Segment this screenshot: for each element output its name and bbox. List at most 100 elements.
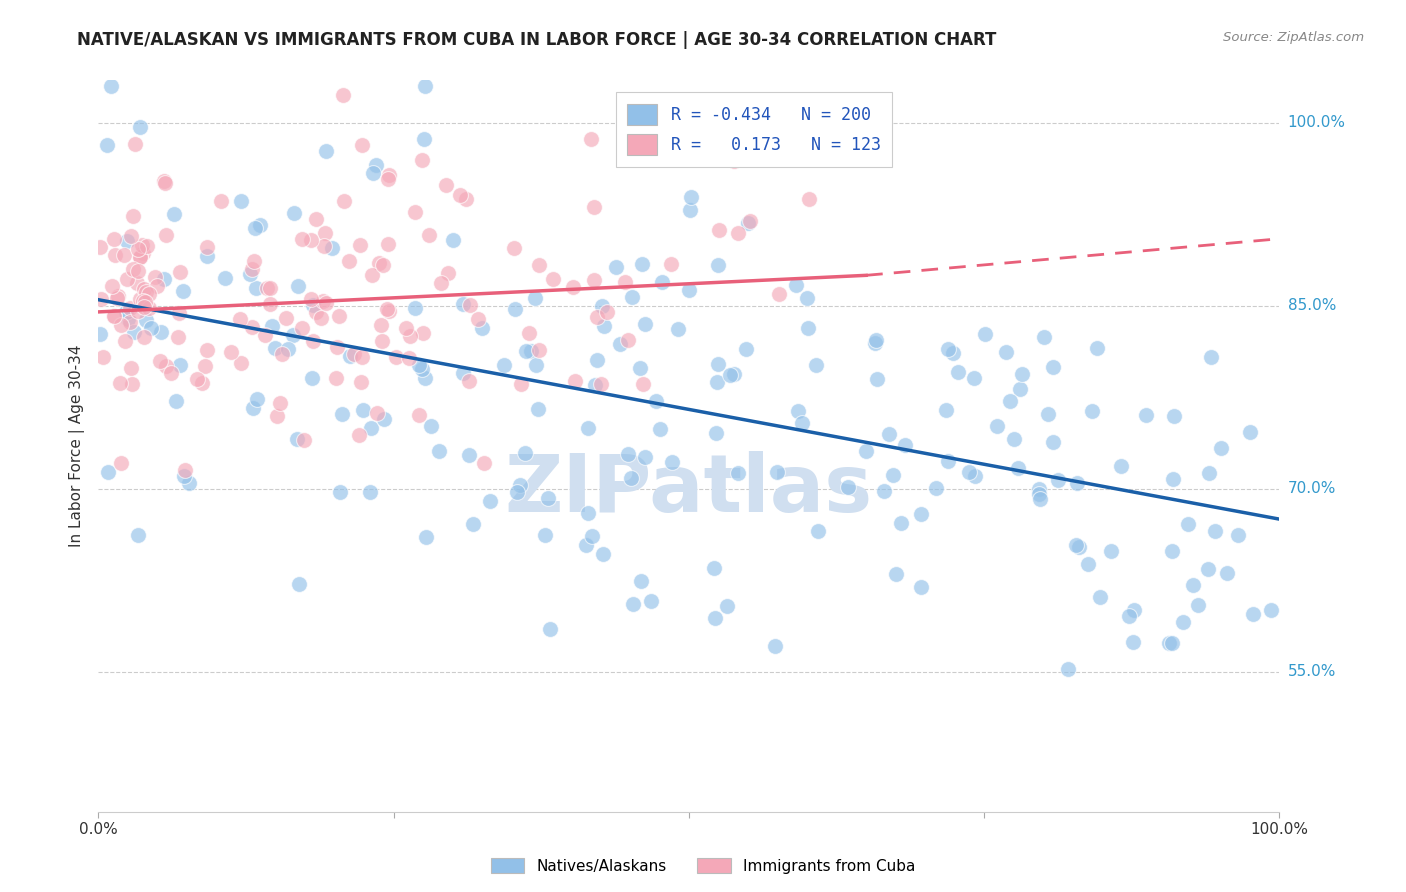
Point [659, 257, 682, 271]
Point [451, 297, 474, 311]
Point [246, 392, 269, 407]
Point [562, 279, 585, 293]
Point [651, 276, 673, 290]
Point [1032, 330, 1054, 344]
Point [890, 516, 912, 531]
Point [621, 597, 644, 611]
Point [1047, 473, 1070, 487]
Point [301, 233, 323, 247]
Point [1122, 635, 1144, 649]
Point [1057, 662, 1080, 676]
Point [1028, 487, 1050, 501]
Point [1028, 491, 1050, 506]
Point [347, 428, 370, 442]
Point [575, 538, 598, 552]
Point [605, 260, 627, 274]
Point [634, 450, 657, 464]
Point [763, 639, 786, 653]
Point [706, 376, 728, 390]
Point [581, 529, 603, 543]
Point [195, 240, 218, 254]
Point [523, 291, 546, 305]
Point [312, 238, 335, 252]
Point [1216, 566, 1239, 580]
Point [141, 321, 163, 335]
Point [1209, 441, 1232, 455]
Point [986, 419, 1008, 434]
Point [301, 298, 323, 312]
Point [305, 211, 328, 226]
Point [153, 173, 176, 187]
Point [1177, 516, 1199, 531]
Point [1260, 603, 1282, 617]
Point [1111, 458, 1133, 473]
Point [620, 471, 643, 485]
Point [342, 347, 364, 361]
Point [837, 479, 859, 493]
Point [128, 250, 150, 264]
Point [243, 254, 266, 268]
Point [377, 168, 399, 182]
Point [706, 357, 728, 371]
Point [186, 372, 208, 386]
Point [160, 367, 183, 381]
Point [103, 310, 125, 324]
Point [437, 266, 460, 280]
Point [370, 318, 392, 333]
Point [120, 315, 142, 329]
Point [197, 249, 219, 263]
Point [1118, 608, 1140, 623]
Point [177, 476, 200, 491]
Point [266, 409, 288, 424]
Point [863, 336, 886, 351]
Point [527, 258, 550, 272]
Point [631, 257, 654, 271]
Point [337, 253, 360, 268]
Point [120, 361, 142, 376]
Point [537, 491, 560, 506]
Point [121, 376, 143, 391]
Point [285, 432, 308, 446]
Point [231, 356, 253, 370]
Point [766, 465, 789, 479]
Point [264, 342, 287, 356]
Point [128, 293, 150, 307]
Point [877, 427, 900, 442]
Point [131, 237, 153, 252]
Point [1199, 350, 1222, 364]
Point [910, 580, 932, 594]
Point [963, 469, 986, 483]
Point [97, 465, 120, 479]
Point [167, 306, 190, 320]
Point [704, 425, 727, 440]
Point [418, 228, 440, 243]
Point [329, 484, 352, 499]
Point [837, 119, 859, 133]
Text: 70.0%: 70.0% [1288, 481, 1336, 496]
Point [1066, 538, 1088, 552]
Point [582, 273, 605, 287]
Point [541, 272, 564, 286]
Point [1077, 557, 1099, 571]
Point [613, 276, 636, 290]
Point [1099, 544, 1122, 558]
Point [373, 258, 395, 272]
Point [120, 229, 142, 244]
Point [305, 305, 328, 319]
Text: 55.0%: 55.0% [1288, 664, 1336, 679]
Point [249, 219, 271, 233]
Point [194, 359, 217, 373]
Point [120, 301, 142, 315]
Point [461, 516, 484, 531]
Point [413, 371, 436, 385]
Point [395, 320, 418, 334]
Point [121, 262, 143, 277]
Point [616, 447, 638, 461]
Point [797, 192, 820, 206]
Point [454, 193, 477, 207]
Point [281, 328, 304, 343]
Point [301, 292, 323, 306]
Point [301, 371, 323, 385]
Point [790, 416, 813, 430]
Point [162, 206, 184, 220]
